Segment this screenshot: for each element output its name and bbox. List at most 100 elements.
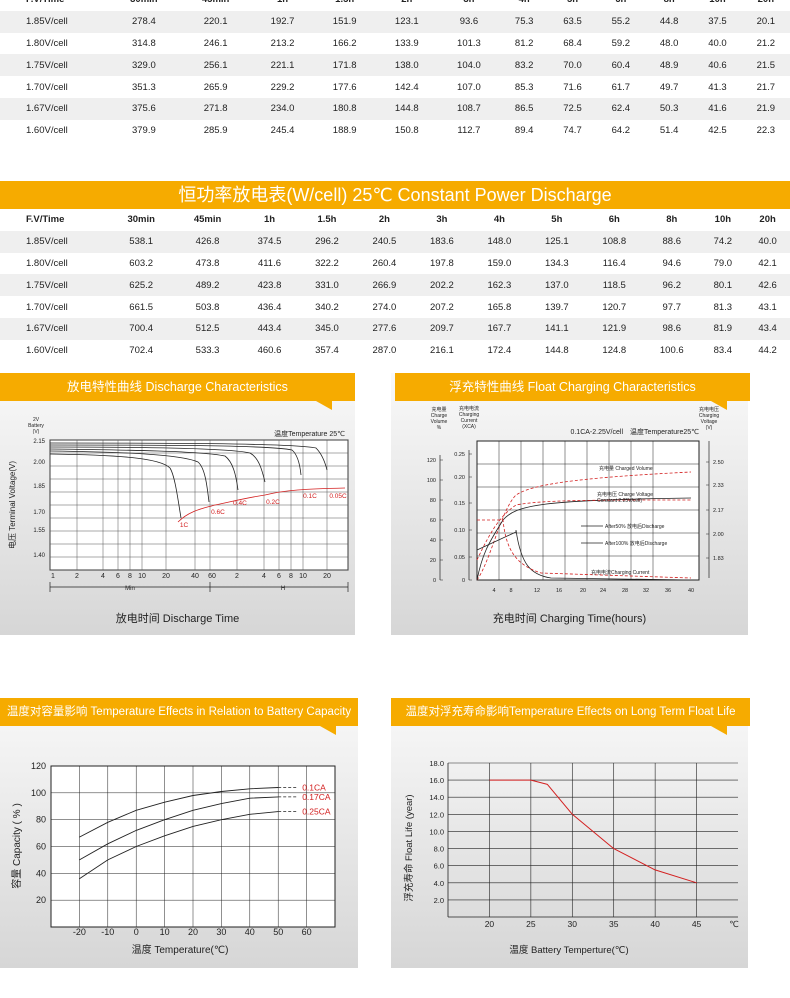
- table-row: 1.67V/cell 375.6 271.8 234.0 180.8 144.8 108.7…: [0, 97, 790, 120]
- y-axis-label: 浮充寿命 Float Life (year): [403, 794, 415, 901]
- table-cell: 74.7: [563, 125, 582, 137]
- y-tick-label: 12.0: [429, 810, 444, 819]
- table-cell: 489.2: [174, 274, 241, 297]
- table-header-cell: 45min: [174, 209, 241, 231]
- table-cell: 83.4: [713, 345, 733, 357]
- legend-label: After50% 放电后Discharge: [605, 523, 665, 530]
- y-tick-label: 4.0: [434, 879, 444, 888]
- table-cell: 1.60V/cell: [26, 345, 68, 357]
- table-cell: 234.0: [251, 97, 314, 120]
- x-tick-label: 8: [289, 573, 293, 580]
- table-cell: 296.2: [298, 230, 356, 253]
- x-tick-label: 12: [534, 588, 540, 594]
- table-cell: 83.2: [500, 54, 549, 77]
- x-axis-label: 温度 Battery Temperture(℃): [509, 944, 628, 956]
- x-tick-label: 8: [128, 573, 132, 580]
- table-row: 1.75V/cell 329.0 256.1 221.1 171.8 138.0 104.0…: [0, 54, 790, 77]
- charge-voltage-curve: [476, 497, 692, 581]
- y-tick-label: 1.70: [33, 510, 45, 516]
- table-cell: 702.4: [129, 345, 154, 357]
- table-cell: 460.6: [257, 345, 282, 357]
- table-cell: 274.0: [372, 301, 397, 313]
- table-cell: 108.8: [585, 230, 644, 253]
- table-header-cell: 6h: [596, 0, 645, 11]
- table-cell: 21.5: [741, 54, 790, 77]
- table-header-cell: F.V/Time: [0, 0, 108, 11]
- x-tick-label: 45: [692, 919, 702, 929]
- y-tick-label: 60: [430, 518, 436, 524]
- table-cell: 72.5: [548, 97, 597, 120]
- cutoff-curve: [177, 487, 346, 523]
- table-header-cell: 5h: [528, 209, 586, 231]
- y-tick-label: 1.85: [33, 484, 45, 490]
- table-cell: 256.1: [179, 54, 252, 77]
- table-cell: 43.4: [745, 317, 790, 340]
- y-tick-label: 8.0: [434, 845, 444, 854]
- y-tick-label: 6.0: [434, 862, 444, 871]
- x-tick-label: 20: [485, 919, 495, 929]
- table-cell: 207.2: [430, 301, 454, 313]
- table-header-cell: 10h: [700, 209, 746, 231]
- x-tick-label: 1: [51, 573, 55, 580]
- table-header-cell: 20h: [745, 209, 790, 231]
- table-cell: 125.1: [528, 230, 586, 253]
- axis-header: 充电量: [431, 406, 446, 413]
- table-cell: 63.5: [548, 10, 597, 33]
- legend-label: 充电量 Charged Volume: [599, 465, 653, 472]
- y-tick-label: 10.0: [429, 827, 444, 836]
- x-tick-label: 4: [262, 573, 266, 580]
- table-cell: 192.7: [251, 10, 314, 33]
- x-tick-label: 50: [273, 927, 283, 937]
- constant-power-banner: 恒功率放电表(W/cell) 25℃ Constant Power Discha…: [0, 181, 790, 209]
- x-tick-label: 40: [191, 573, 199, 580]
- axis-header: Voltage: [701, 419, 718, 425]
- table-cell: 1.75V/cell: [0, 54, 108, 77]
- y-tick-label: 2.15: [33, 439, 45, 445]
- table-row: 1.60V/cell 702.4 533.3 460.6 357.4 287.0 216.1…: [0, 340, 790, 362]
- table-cell: 88.6: [643, 230, 701, 253]
- y-tick-label: 80: [36, 815, 46, 825]
- temperature-label: 温度Temperature 25℃: [274, 429, 345, 438]
- table-cell: 1.85V/cell: [0, 10, 108, 33]
- discharge-title: 放电特性曲线 Discharge Characteristics: [0, 373, 355, 401]
- tab-tail: [711, 726, 727, 735]
- table-cell: 165.8: [487, 301, 512, 313]
- table-cell: 183.6: [413, 230, 471, 253]
- table-header-cell: 45min: [179, 0, 252, 11]
- y-tick-label: 2.00: [713, 532, 724, 538]
- table-cell: 97.7: [662, 301, 682, 313]
- table-cell: 202.2: [413, 274, 471, 297]
- table-cell: 172.4: [487, 345, 512, 357]
- table-row: 1.60V/cell 379.9 285.9 245.4 188.9 150.8 112.7…: [0, 120, 790, 142]
- y-tick-label: 2.00: [33, 460, 45, 466]
- table-cell: 374.5: [240, 230, 299, 253]
- table-cell: 43.1: [758, 301, 777, 313]
- table-cell: 138.0: [375, 54, 438, 77]
- capacity-series-line: [79, 796, 279, 861]
- table-cell: 379.9: [131, 125, 156, 137]
- table-cell: 81.9: [700, 317, 746, 340]
- discharge-curve: [49, 444, 302, 476]
- table-cell: 93.6: [437, 10, 500, 33]
- table-cell: 40.0: [708, 37, 727, 49]
- table-cell: 329.0: [108, 54, 180, 77]
- table-header-cell: 8h: [643, 209, 701, 231]
- table-cell: 44.8: [644, 10, 694, 33]
- table-cell: 70.0: [548, 54, 597, 77]
- table-cell: 240.5: [355, 230, 414, 253]
- table-header-cell: 30min: [108, 0, 180, 11]
- y-tick-label: 120: [427, 458, 436, 464]
- x-tick-label: 10: [138, 573, 146, 580]
- table-header-cell: 1.5h: [298, 209, 356, 231]
- table-cell: 62.4: [596, 97, 645, 120]
- table-cell: 167.7: [470, 317, 529, 340]
- axis-header: Charge: [431, 413, 448, 419]
- table-cell: 89.4: [514, 125, 534, 137]
- y-tick-label: 80: [430, 498, 436, 504]
- table-cell: 104.0: [437, 54, 500, 77]
- table-cell: 74.2: [700, 230, 746, 253]
- float-caption: 充电时间 Charging Time(hours): [492, 613, 647, 625]
- x-tick-label: 40: [650, 919, 660, 929]
- table-row: 1.70V/cell 661.5 503.8 436.4 340.2 274.0 207.2…: [0, 296, 790, 318]
- tab-tail: [320, 726, 336, 735]
